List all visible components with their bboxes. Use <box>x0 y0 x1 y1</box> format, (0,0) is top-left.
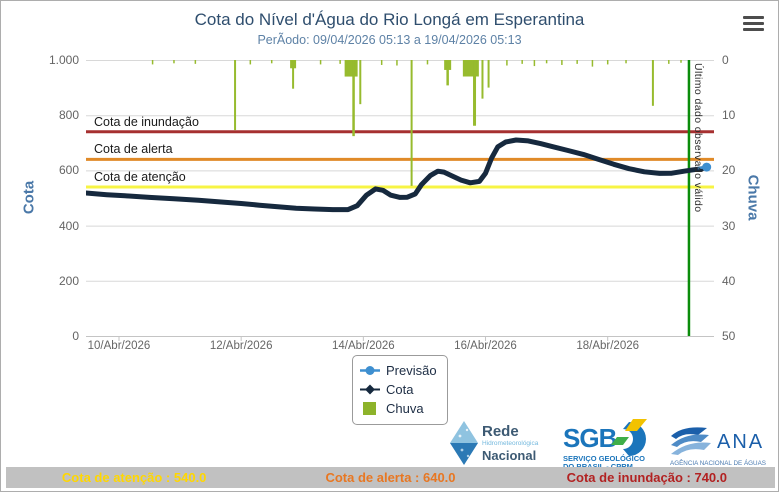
y-left-tick-label: 800 <box>58 108 79 123</box>
y-axis-title-chuva: Chuva <box>744 174 762 221</box>
y-left-tick-label: 400 <box>58 218 79 233</box>
y-left-tick-label: 0 <box>72 329 79 343</box>
y-right-tick-label: 20 <box>722 163 736 178</box>
diamond-marker-icon <box>360 384 380 395</box>
threshold-status-bar: Cota de atenção : 540.0 Cota de alerta :… <box>6 467 775 488</box>
svg-text:AGÊNCIA NACIONAL DE ÁGUAS: AGÊNCIA NACIONAL DE ÁGUAS <box>670 458 766 467</box>
legend-label: Previsão <box>386 363 437 378</box>
rede-diamond-icon <box>450 421 478 443</box>
legend-label: Chuva <box>386 401 424 416</box>
square-marker-icon <box>363 402 376 415</box>
rede-hidrometeorologica-logo: Rede Hidrometeorológica Nacional <box>450 421 539 465</box>
x-tick-label: 16/Abr/2026 <box>454 340 517 352</box>
last-valid-data-label: Último dado observado válido <box>692 63 704 213</box>
threshold-label: Cota de alerta <box>94 142 173 157</box>
y-left-tick-label: 1.000 <box>48 53 79 67</box>
legend-item-cota[interactable]: Cota <box>359 380 437 399</box>
y-axis-title-cota: Cota <box>20 180 38 215</box>
chart-legend: Previsão Cota Chuva <box>352 355 448 425</box>
y-left-tick-label: 200 <box>58 273 79 288</box>
y-left-tick-label: 600 <box>58 163 79 178</box>
rede-logo-text: Rede <box>482 423 519 440</box>
threshold-label: Cota de inundação <box>94 114 199 129</box>
status-flood: Cota de inundação : 740.0 <box>566 470 727 485</box>
sgb-logo-text: SGB <box>563 423 617 453</box>
y-right-tick-label: 0 <box>722 53 729 67</box>
page-title: Cota do Nível d'Água do Rio Longá em Esp… <box>194 10 585 29</box>
svg-text:Nacional: Nacional <box>482 448 536 463</box>
circle-marker-icon <box>360 366 380 375</box>
threshold-label: Cota de atenção <box>94 169 186 184</box>
svg-text:DO BRASIL - CPRM: DO BRASIL - CPRM <box>563 462 633 469</box>
legend-item-chuva[interactable]: Chuva <box>359 399 437 418</box>
legend-item-previsao[interactable]: Previsão <box>359 361 437 380</box>
cota-series-line <box>86 137 705 213</box>
y-right-tick-label: 40 <box>722 273 736 288</box>
x-tick-label: 18/Abr/2026 <box>576 340 640 352</box>
logos-row: Rede Hidrometeorológica Nacional SGB SER… <box>441 416 773 469</box>
legend-label: Cota <box>386 382 414 397</box>
svg-text:Hidrometeorológica: Hidrometeorológica <box>482 440 539 447</box>
previsao-point <box>702 162 712 172</box>
chart-subtitle: PerÃodo: 09/04/2026 05:13 a 19/04/2026 0… <box>257 33 522 47</box>
sgb-cprm-logo: SGB SERVIÇO GEOLÓGICO DO BRASIL - CPRM <box>563 419 647 469</box>
y-right-tick-label: 50 <box>722 329 736 343</box>
y-right-tick-label: 10 <box>722 108 736 123</box>
x-tick-label: 12/Abr/2026 <box>209 340 273 352</box>
y-right-tick-label: 30 <box>722 218 736 233</box>
x-tick-label: 14/Abr/2026 <box>332 340 395 352</box>
status-attention: Cota de atenção : 540.0 <box>61 470 207 485</box>
ana-logo: ANA AGÊNCIA NACIONAL DE ÁGUAS <box>670 427 766 467</box>
svg-text:SERVIÇO GEOLÓGICO: SERVIÇO GEOLÓGICO <box>563 454 645 463</box>
ana-waves-icon <box>671 427 707 439</box>
status-alert: Cota de alerta : 640.0 <box>325 470 456 485</box>
plot-area <box>86 60 714 341</box>
ana-logo-text: ANA <box>717 431 764 453</box>
x-tick-label: 10/Abr/2026 <box>87 340 151 352</box>
hamburger-icon[interactable] <box>743 16 765 33</box>
